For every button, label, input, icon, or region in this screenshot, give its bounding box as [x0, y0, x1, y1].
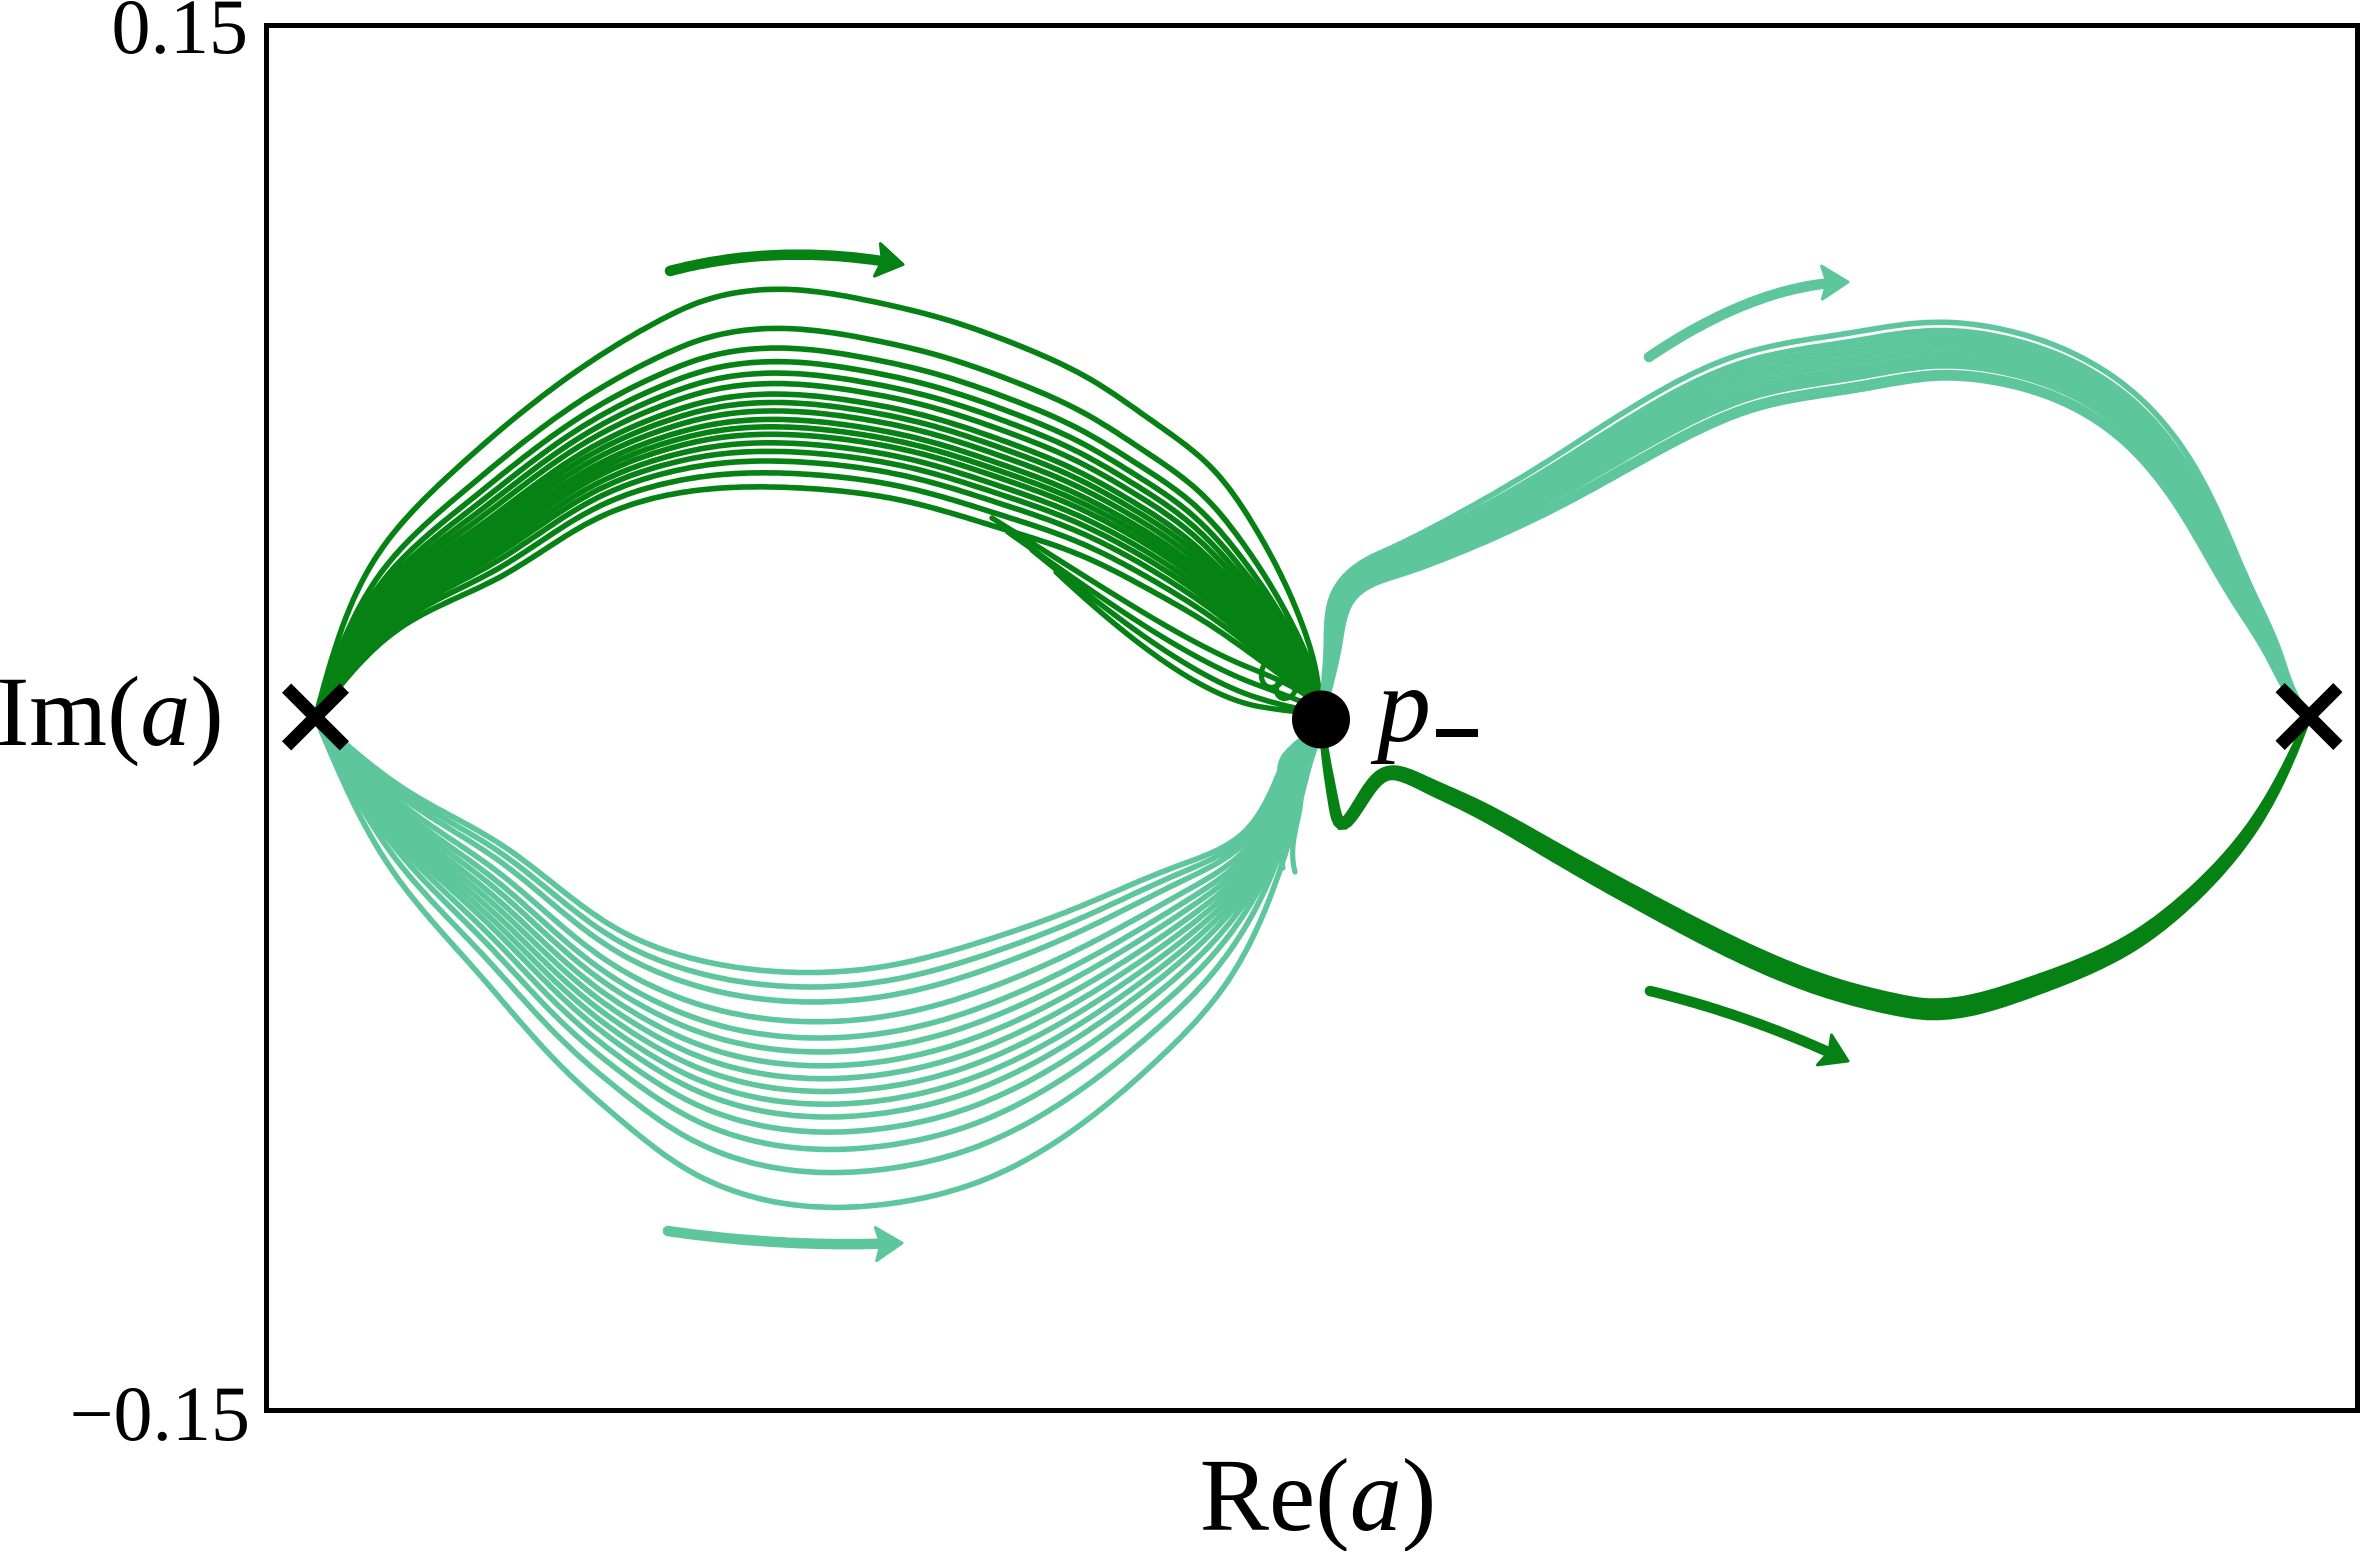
svg-text:−0.15: −0.15 — [70, 1370, 251, 1457]
svg-text:Re(a): Re(a) — [1200, 1438, 1437, 1551]
svg-text:p: p — [1370, 646, 1431, 765]
svg-text:0.15: 0.15 — [112, 0, 249, 70]
svg-text:Im(a): Im(a) — [0, 656, 224, 767]
